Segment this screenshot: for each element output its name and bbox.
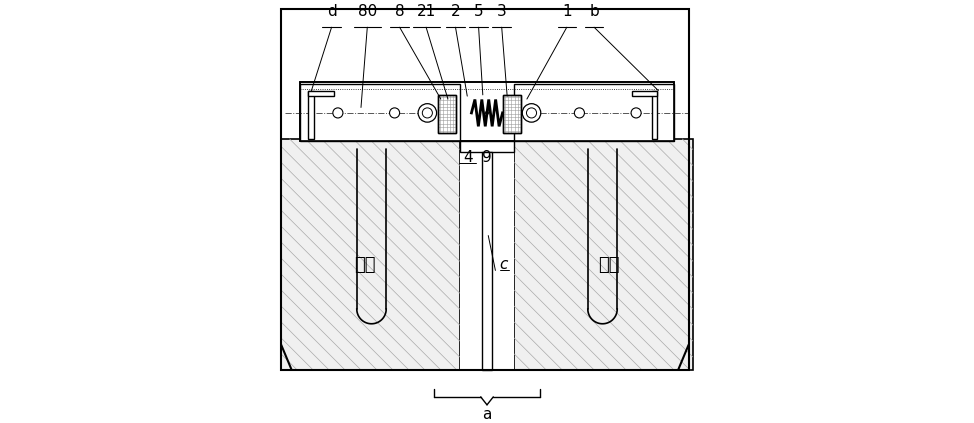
Text: 9: 9 <box>482 150 492 165</box>
Text: 3: 3 <box>497 4 506 19</box>
Text: 4: 4 <box>464 150 473 165</box>
Bar <box>481 151 493 370</box>
Bar <box>514 139 693 370</box>
Circle shape <box>575 108 584 118</box>
Bar <box>460 141 514 151</box>
Bar <box>281 9 689 370</box>
Bar <box>309 91 314 139</box>
Bar <box>652 91 657 139</box>
Circle shape <box>527 108 537 118</box>
Text: 8: 8 <box>394 4 404 19</box>
Circle shape <box>423 108 432 118</box>
Circle shape <box>631 108 641 118</box>
Text: 21: 21 <box>417 4 435 19</box>
Bar <box>309 91 334 96</box>
Text: b: b <box>589 4 599 19</box>
Bar <box>438 95 457 133</box>
Bar <box>438 95 457 133</box>
Bar <box>460 139 514 370</box>
Text: 80: 80 <box>357 4 377 19</box>
Circle shape <box>333 108 343 118</box>
Circle shape <box>522 104 541 122</box>
Text: 1: 1 <box>562 4 572 19</box>
Text: 梁体: 梁体 <box>355 256 376 274</box>
Bar <box>281 139 460 370</box>
Circle shape <box>418 104 436 122</box>
Text: d: d <box>326 4 336 19</box>
Bar <box>632 91 657 96</box>
Text: c: c <box>500 258 508 272</box>
Bar <box>300 84 460 141</box>
Text: a: a <box>482 407 492 422</box>
Bar <box>503 95 521 133</box>
Bar <box>503 95 521 133</box>
Bar <box>514 84 674 141</box>
Circle shape <box>390 108 399 118</box>
Bar <box>300 82 674 141</box>
Text: 2: 2 <box>451 4 461 19</box>
Text: 5: 5 <box>473 4 483 19</box>
Text: 梁体: 梁体 <box>598 256 619 274</box>
Circle shape <box>485 111 489 115</box>
